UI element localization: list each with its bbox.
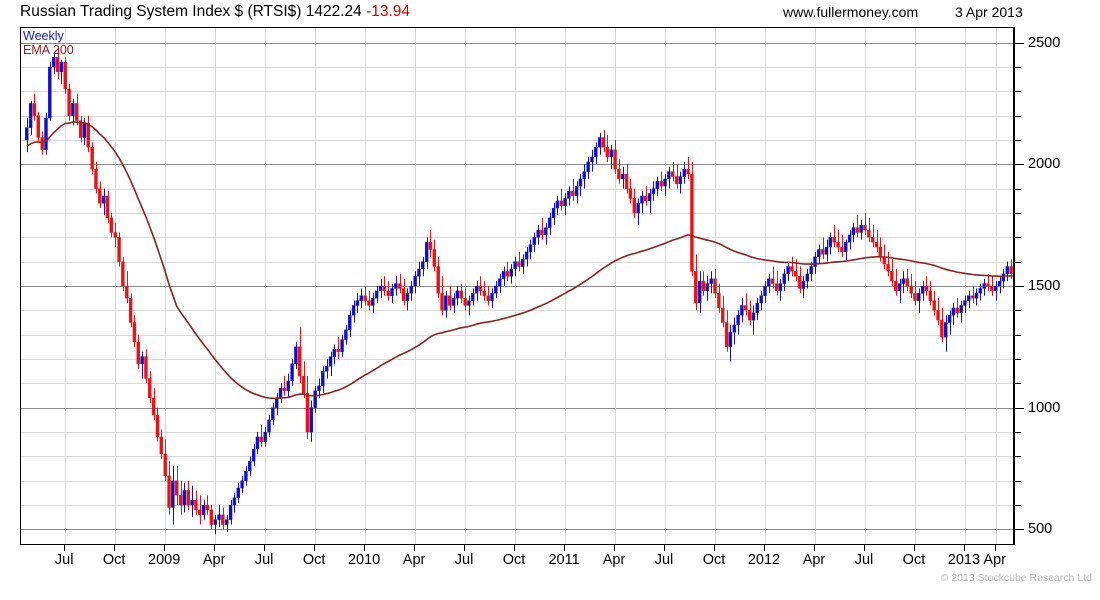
x-axis-label: Apr [602, 552, 626, 568]
chart-date: 3 Apr 2013 [955, 4, 1023, 20]
x-axis-label: 2012 [747, 552, 781, 568]
y-tick-minor [1014, 359, 1021, 361]
x-tick [764, 545, 765, 551]
x-axis-label: Apr [983, 552, 1006, 568]
x-axis-label: Jul [454, 552, 474, 568]
x-tick [914, 545, 915, 551]
y-tick-minor [1014, 188, 1021, 190]
y-tick-minor [1014, 66, 1021, 68]
x-tick [164, 545, 165, 551]
x-axis-label: 2013 [947, 552, 981, 568]
x-axis-label: Oct [102, 552, 126, 568]
x-axis-label: Oct [502, 552, 526, 568]
x-axis-label: Oct [902, 552, 926, 568]
x-tick [64, 545, 65, 551]
x-axis-label: 2011 [548, 552, 580, 568]
x-axis-label: Jul [654, 552, 674, 568]
plot-area[interactable]: Weekly EMA 200 [20, 27, 1014, 545]
x-tick [364, 545, 365, 551]
legend-series-weekly: Weekly [23, 29, 64, 43]
copyright-notice: © 2013 Stockcube Research Ltd [940, 572, 1092, 584]
y-tick-minor [1014, 432, 1021, 434]
website-label: www.fullermoney.com [783, 4, 919, 20]
candles [25, 47, 1013, 535]
x-tick [564, 545, 565, 551]
instrument-title-text: Russian Trading System Index $ (RTSI$) 1… [20, 3, 362, 20]
chart-header: Russian Trading System Index $ (RTSI$) 1… [0, 0, 1100, 26]
x-axis-label: 2009 [148, 552, 181, 568]
x-tick [464, 545, 465, 551]
y-tick-major [1014, 407, 1024, 409]
ema-200-line [26, 121, 1013, 400]
x-tick [864, 545, 865, 551]
y-tick-minor [1014, 480, 1021, 482]
instrument-title: Russian Trading System Index $ (RTSI$) 1… [20, 3, 410, 21]
x-axis-label: Jul [854, 552, 874, 568]
x-tick [995, 545, 996, 551]
y-tick-minor [1014, 505, 1021, 507]
x-axis-label: Apr [802, 552, 826, 568]
x-axis-label: Apr [202, 552, 226, 568]
y-tick-minor [1014, 383, 1021, 385]
y-tick-minor [1014, 91, 1021, 93]
y-axis: 500 1000 1500 2000 2500 [1014, 27, 1100, 545]
y-axis-label: 2000 [1028, 156, 1061, 173]
x-axis-label: Oct [702, 552, 726, 568]
x-axis-label: Apr [402, 552, 426, 568]
y-axis-label: 1500 [1028, 278, 1061, 294]
y-tick-minor [1014, 310, 1021, 312]
y-axis-label: 500 [1028, 521, 1053, 538]
x-axis-label: Jul [54, 552, 74, 568]
y-tick-minor [1014, 212, 1021, 214]
y-tick-minor [1014, 456, 1021, 458]
x-axis-label: Oct [302, 552, 326, 568]
candlestick-canvas [21, 28, 1013, 544]
x-tick [114, 545, 115, 551]
y-tick-major [1014, 286, 1024, 287]
x-axis-label: 2010 [347, 552, 381, 568]
x-tick [514, 545, 515, 551]
y-tick-major [1014, 42, 1024, 44]
y-tick-minor [1014, 139, 1021, 141]
x-tick [814, 545, 815, 551]
x-tick [614, 545, 615, 551]
y-tick-minor [1014, 115, 1021, 117]
x-tick [714, 545, 715, 551]
y-tick-minor [1014, 261, 1021, 263]
legend-overlay-ema200: EMA 200 [23, 43, 74, 57]
y-tick-minor [1014, 237, 1021, 239]
x-tick [414, 545, 415, 551]
x-axis-label: Jul [254, 552, 274, 568]
x-tick [664, 545, 665, 551]
grid-lines [21, 28, 1013, 544]
y-axis-label: 1000 [1028, 399, 1061, 416]
y-tick-major [1014, 529, 1024, 531]
x-tick [214, 545, 215, 551]
x-tick [314, 545, 315, 551]
y-tick-major [1014, 164, 1024, 166]
y-tick-minor [1014, 334, 1021, 336]
x-tick [264, 545, 265, 551]
price-change: -13.94 [366, 3, 411, 20]
x-tick [964, 545, 965, 551]
y-axis-label: 2500 [1028, 34, 1061, 51]
